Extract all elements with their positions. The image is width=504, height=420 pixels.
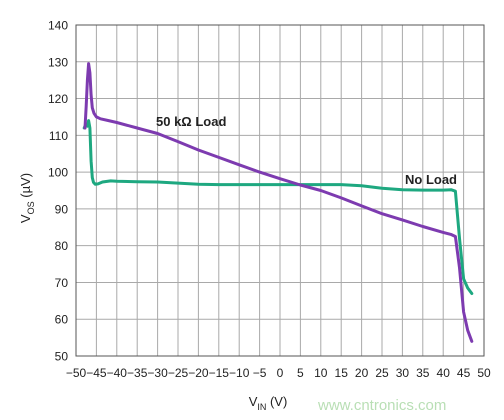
- y-tick-label: 140: [48, 19, 68, 33]
- x-tick-label: −10: [229, 366, 250, 380]
- x-tick-label: 35: [416, 366, 430, 380]
- y-axis-label: VOS (µV): [18, 173, 36, 223]
- x-tick-label: −30: [147, 366, 168, 380]
- x-tick-label: −5: [253, 366, 267, 380]
- x-tick-label: 40: [437, 366, 451, 380]
- x-tick-label: 10: [314, 366, 328, 380]
- x-tick-label: −35: [127, 366, 148, 380]
- y-axis-label-main: V: [18, 214, 33, 223]
- x-axis-label-main: V: [249, 394, 258, 409]
- plot-frame: [75, 24, 485, 357]
- x-tick-label: −25: [168, 366, 189, 380]
- x-tick-label: 20: [355, 366, 369, 380]
- y-tick-label: 100: [48, 166, 68, 180]
- x-tick-label: −40: [107, 366, 128, 380]
- x-tick-label: 15: [335, 366, 349, 380]
- y-tick-label: 60: [55, 313, 69, 327]
- x-tick-label: 0: [277, 366, 284, 380]
- x-axis-label: VIN (V): [249, 394, 288, 412]
- y-tick-labels: 50 60 70 80 90 100 110 120 130 140: [48, 19, 68, 364]
- series-layer: [82, 62, 474, 343]
- x-tick-label: 30: [396, 366, 410, 380]
- x-tick-label: 5: [297, 366, 304, 380]
- x-tick-label: −45: [86, 366, 107, 380]
- y-tick-label: 50: [55, 350, 69, 364]
- y-tick-label: 120: [48, 92, 68, 106]
- y-axis-label-subscript: OS: [26, 201, 36, 214]
- y-axis-label-unit: (µV): [18, 173, 33, 201]
- x-tick-label: 25: [375, 366, 389, 380]
- x-axis-label-unit: (V): [266, 394, 287, 409]
- x-tick-labels: −50 −45 −40 −35 −30 −25 −20 −15 −10 −5 0 5 10 15 20 25 3…: [66, 366, 491, 380]
- x-axis-label-subscript: IN: [257, 402, 266, 412]
- series-line-50-k-load: [83, 62, 474, 343]
- x-tick-label: −20: [188, 366, 209, 380]
- x-tick-label: −50: [66, 366, 87, 380]
- y-tick-label: 130: [48, 55, 68, 69]
- y-tick-label: 80: [55, 239, 69, 253]
- x-tick-label: 45: [457, 366, 471, 380]
- y-tick-label: 110: [49, 129, 68, 143]
- watermark: www.cntronics.com: [317, 397, 446, 414]
- annotation-no-load: No Load: [405, 172, 457, 187]
- x-tick-label: 50: [477, 366, 491, 380]
- annotation-50k-load: 50 kΩ Load: [156, 114, 226, 129]
- y-tick-label: 70: [55, 276, 69, 290]
- y-tick-label: 90: [55, 202, 69, 216]
- series-line-no-load: [82, 119, 474, 295]
- x-tick-label: −15: [209, 366, 230, 380]
